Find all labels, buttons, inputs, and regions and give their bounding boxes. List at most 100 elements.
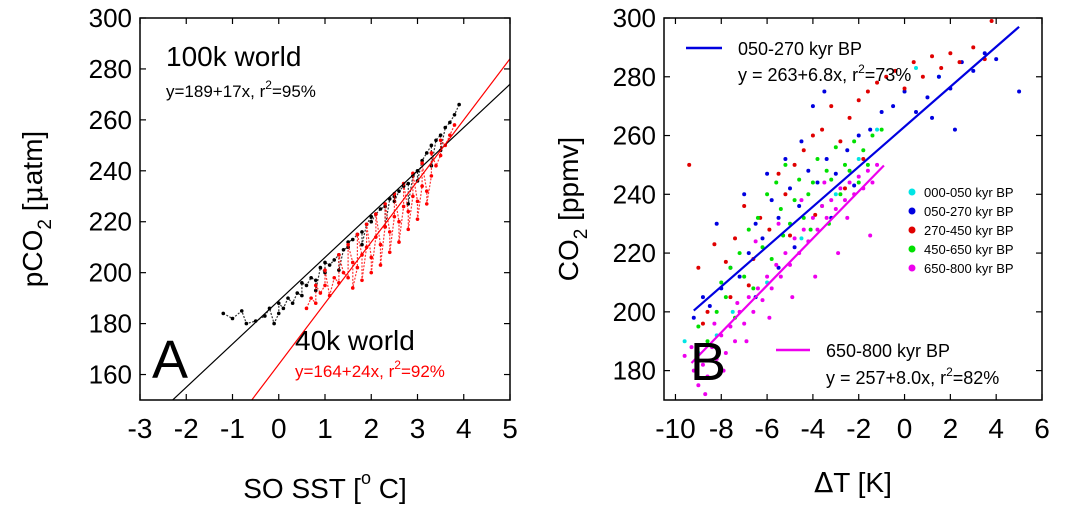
x-axis-label-part: T [K] xyxy=(833,467,892,498)
x-tick-label: 4 xyxy=(988,413,1004,444)
data-point xyxy=(309,296,313,300)
data-point xyxy=(337,253,341,257)
y-axis-label: pCO2 [μatm] xyxy=(16,131,56,287)
legend-marker xyxy=(908,245,916,253)
data-point xyxy=(438,138,443,143)
data-point xyxy=(783,162,788,167)
annotation-fit-40k: y=164+24x, r2=92% xyxy=(295,358,445,381)
data-point xyxy=(751,286,756,291)
data-point xyxy=(914,65,918,70)
data-point xyxy=(360,242,364,247)
y-axis-label-part: 2 xyxy=(571,229,592,240)
data-point xyxy=(833,145,838,150)
series-1 xyxy=(221,102,461,326)
data-point xyxy=(429,174,434,178)
data-point xyxy=(765,171,770,176)
data-point xyxy=(360,230,364,234)
x-tick-label: -2 xyxy=(846,413,871,444)
data-point xyxy=(313,301,318,306)
data-point xyxy=(813,274,818,279)
data-point xyxy=(810,104,815,109)
x-axis-label: SO SST [o C] xyxy=(243,468,407,504)
data-point xyxy=(712,242,717,247)
annotation-fit-100k-part: =95% xyxy=(272,82,316,101)
data-point xyxy=(369,255,374,260)
y-tick-label: 180 xyxy=(89,309,132,339)
y-tick-label: 180 xyxy=(613,356,656,386)
data-point xyxy=(318,291,323,295)
data-point xyxy=(760,236,765,241)
data-point xyxy=(783,192,788,197)
data-point xyxy=(304,283,309,288)
series-3 xyxy=(687,18,994,326)
data-point xyxy=(879,127,884,132)
data-point xyxy=(799,236,804,241)
data-point xyxy=(753,221,758,226)
data-point xyxy=(797,177,802,182)
data-point xyxy=(822,89,827,94)
y-tick-label: 200 xyxy=(89,258,132,288)
data-point xyxy=(397,189,401,193)
data-point xyxy=(687,162,692,167)
data-point xyxy=(290,301,295,306)
data-point xyxy=(751,309,756,314)
plot-data xyxy=(682,18,1022,397)
data-point xyxy=(313,283,318,288)
data-point xyxy=(808,227,813,232)
data-point xyxy=(341,270,346,275)
data-point xyxy=(705,339,710,344)
data-point xyxy=(733,339,738,344)
data-point xyxy=(355,265,360,270)
data-point xyxy=(792,162,797,167)
legend-marker xyxy=(908,264,916,272)
data-point xyxy=(691,315,696,320)
data-point xyxy=(875,127,880,132)
annotation-fit-100k-part: 2 xyxy=(265,78,272,92)
annotation-fit-650-800-part: 2 xyxy=(946,365,953,379)
data-point xyxy=(415,217,420,221)
annotation-fit-650-800: y = 257+8.0x, r2=82% xyxy=(826,365,999,388)
data-point xyxy=(705,374,710,379)
data-point xyxy=(696,383,701,388)
y-axis-label-part: atm] xyxy=(17,131,48,185)
data-point xyxy=(378,207,383,211)
series-1 xyxy=(682,65,941,355)
x-axis-label-part: Δ xyxy=(814,466,833,499)
data-point xyxy=(424,189,429,193)
data-point xyxy=(710,345,715,350)
data-point xyxy=(696,265,701,270)
data-point xyxy=(276,311,281,316)
x-tick-label: -2 xyxy=(174,413,199,444)
data-point xyxy=(776,265,781,270)
data-point xyxy=(387,230,392,234)
fit-line-1 xyxy=(693,25,1020,312)
data-point xyxy=(746,227,751,232)
data-point xyxy=(341,247,346,252)
data-point xyxy=(411,194,415,199)
data-point xyxy=(861,148,866,153)
data-point xyxy=(406,209,411,214)
data-point xyxy=(815,180,820,185)
data-point xyxy=(429,143,434,148)
data-point xyxy=(838,186,843,191)
x-tick-label: 4 xyxy=(456,413,472,444)
y-tick-label: 220 xyxy=(89,207,132,237)
data-point xyxy=(769,286,774,291)
plot-data xyxy=(171,58,510,400)
data-point xyxy=(327,263,332,267)
data-point xyxy=(682,353,687,358)
y-tick-label: 160 xyxy=(89,360,132,390)
data-point xyxy=(810,215,815,220)
legend-label: 270-450 kyr BP xyxy=(924,223,1014,238)
data-point xyxy=(829,177,834,182)
x-tick-label: -6 xyxy=(755,413,780,444)
data-point xyxy=(774,180,779,185)
data-point xyxy=(323,283,327,288)
data-point xyxy=(884,74,889,79)
data-point xyxy=(833,171,838,176)
y-axis-label: CO2 [ppmv] xyxy=(553,137,592,281)
data-point xyxy=(424,151,429,155)
data-point xyxy=(806,168,811,173)
data-point xyxy=(801,227,806,232)
